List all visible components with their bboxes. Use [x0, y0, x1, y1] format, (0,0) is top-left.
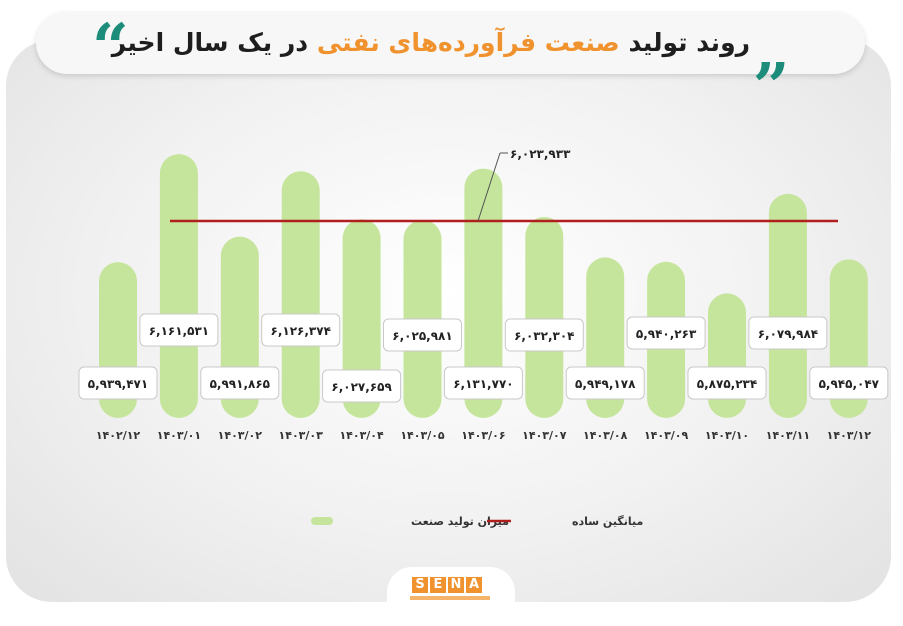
x-tick-label: ۱۴۰۳/۰۹ — [644, 429, 689, 442]
data-label: ۶,۰۳۲,۳۰۴ — [504, 318, 584, 352]
bar — [768, 193, 807, 418]
average-callout — [477, 152, 501, 222]
data-label: ۶,۱۳۱,۷۷۰ — [443, 366, 523, 400]
bar — [281, 171, 320, 418]
sena-logo-tagline — [410, 596, 490, 600]
x-tick-label: ۱۴۰۳/۰۳ — [279, 429, 324, 442]
data-label: ۵,۹۴۵,۰۴۷ — [809, 366, 889, 400]
svg-text:۶,۰۲۷,۶۵۹: ۶,۰۲۷,۶۵۹ — [331, 380, 392, 394]
svg-text:۶,۰۲۵,۹۸۱: ۶,۰۲۵,۹۸۱ — [392, 329, 452, 343]
svg-text:۶,۱۶۱,۵۳۱: ۶,۱۶۱,۵۳۱ — [149, 324, 209, 338]
average-label: ۶,۰۲۳,۹۳۳ — [510, 147, 571, 161]
x-tick-label: ۱۴۰۳/۰۶ — [461, 429, 505, 442]
x-tick-label: ۱۴۰۳/۰۷ — [522, 429, 567, 442]
svg-text:۵,۹۳۹,۴۷۱: ۵,۹۳۹,۴۷۱ — [88, 377, 148, 391]
svg-text:۵,۹۴۹,۱۷۸: ۵,۹۴۹,۱۷۸ — [575, 377, 636, 391]
legend-label-bars: میزان تولید صنعت — [411, 515, 509, 528]
data-label: ۶,۰۷۹,۹۸۴ — [748, 316, 828, 350]
legend: میزان تولید صنعت میانگین ساده — [311, 515, 643, 528]
svg-text:۶,۱۳۱,۷۷۰: ۶,۱۳۱,۷۷۰ — [453, 377, 513, 391]
x-tick-label: ۱۴۰۲/۱۲ — [96, 429, 141, 442]
svg-text:۵,۹۴۵,۰۴۷: ۵,۹۴۵,۰۴۷ — [819, 377, 880, 391]
data-label: ۶,۱۲۶,۳۷۴ — [261, 313, 341, 347]
svg-text:۵,۹۴۰,۲۶۳: ۵,۹۴۰,۲۶۳ — [636, 327, 697, 341]
data-label: ۶,۰۲۵,۹۸۱ — [383, 318, 462, 352]
x-tick-label: ۱۴۰۳/۰۲ — [218, 429, 263, 442]
chart-title: روند تولید صنعت فرآورده‌های نفتی در یک س… — [111, 28, 750, 57]
x-tick-label: ۱۴۰۳/۰۸ — [583, 429, 628, 442]
average-line-layer: ۶,۰۲۳,۹۳۳ — [170, 147, 838, 223]
title-banner — [36, 12, 865, 74]
bar — [342, 219, 381, 418]
svg-text:۵,۸۷۵,۲۳۴: ۵,۸۷۵,۲۳۴ — [697, 377, 757, 391]
data-label: ۵,۹۴۹,۱۷۸ — [565, 366, 645, 400]
x-tick-label: ۱۴۰۳/۰۴ — [339, 429, 384, 442]
x-axis-ticks: ۱۴۰۲/۱۲ ۱۴۰۳/۰۱ ۱۴۰۳/۰۲ ۱۴۰۳/۰۳ ۱۴۰۳/۰۴ ۱۴۰۳/… — [96, 429, 871, 442]
x-tick-label: ۱۴۰۳/۱۲ — [827, 429, 872, 442]
legend-swatch-bars — [311, 517, 333, 525]
x-tick-label: ۱۴۰۳/۰۵ — [400, 429, 445, 442]
bar — [525, 216, 564, 418]
quote-icon: “ — [92, 10, 129, 85]
x-tick-label: ۱۴۰۳/۱۱ — [766, 429, 810, 442]
x-tick-label: ۱۴۰۳/۱۰ — [705, 429, 749, 442]
svg-text:۵,۹۹۱,۸۶۵: ۵,۹۹۱,۸۶۵ — [210, 377, 270, 391]
svg-text:۶,۱۲۶,۳۷۴: ۶,۱۲۶,۳۷۴ — [271, 324, 331, 338]
bar — [464, 168, 503, 418]
svg-text:۶,۰۷۹,۹۸۴: ۶,۰۷۹,۹۸۴ — [758, 327, 818, 341]
bar — [159, 154, 198, 418]
data-label: ۶,۱۶۱,۵۳۱ — [139, 313, 219, 347]
x-tick-label: ۱۴۰۳/۰۱ — [157, 429, 201, 442]
data-label: ۵,۹۴۰,۲۶۳ — [626, 316, 706, 350]
data-label: ۵,۸۷۵,۲۳۴ — [687, 366, 767, 400]
data-label: ۶,۰۲۷,۶۵۹ — [322, 369, 402, 403]
value-labels-layer: ۵,۹۳۹,۴۷۱ ۶,۱۶۱,۵۳۱ ۵,۹۹۱,۸۶۵ ۶,۱۲۶,۳۷۴ ۶,۰۲… — [78, 313, 889, 403]
svg-text:۶,۰۳۲,۳۰۴: ۶,۰۳۲,۳۰۴ — [514, 329, 574, 343]
data-label: ۵,۹۹۱,۸۶۵ — [200, 366, 280, 400]
data-label: ۵,۹۳۹,۴۷۱ — [78, 366, 158, 400]
legend-label-average: میانگین ساده — [572, 515, 643, 528]
